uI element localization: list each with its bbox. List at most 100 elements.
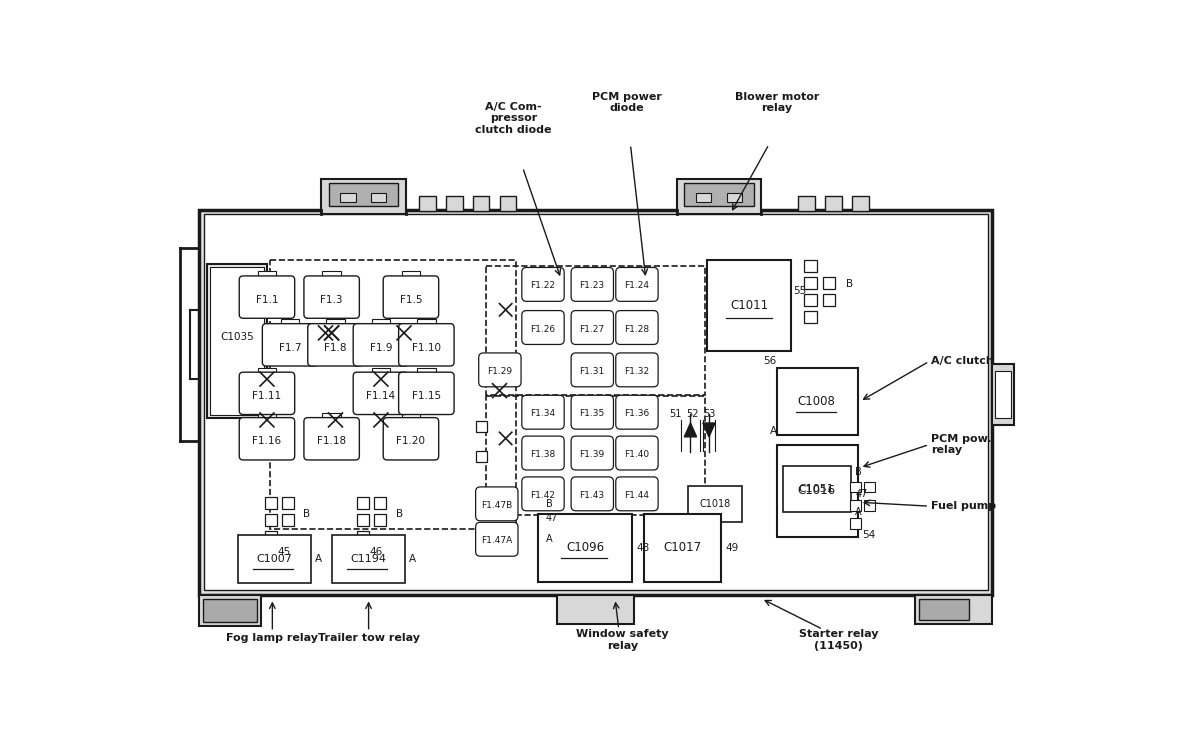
Text: F1.24: F1.24 [624,282,649,291]
Text: F1.34: F1.34 [530,410,556,418]
Bar [804,260,817,272]
Bar [402,271,420,277]
Polygon shape [703,423,715,437]
Bar [329,183,398,206]
FancyBboxPatch shape [571,477,613,511]
Text: Fuel pump: Fuel pump [931,501,996,511]
Bar [776,367,858,435]
Bar [852,196,869,212]
Bar [418,319,436,325]
Text: 53: 53 [703,409,715,419]
Bar [804,310,817,323]
Bar [826,196,842,212]
Bar [323,271,341,277]
Text: C1011: C1011 [730,299,768,312]
FancyBboxPatch shape [239,418,295,460]
FancyBboxPatch shape [398,372,454,415]
FancyBboxPatch shape [616,395,658,429]
Bar [258,413,276,419]
Bar [992,364,1014,425]
Text: PCM pow.
relay: PCM pow. relay [931,434,991,456]
Bar [206,264,266,418]
Polygon shape [684,423,697,437]
FancyBboxPatch shape [571,353,613,387]
Text: A: A [546,535,552,544]
Text: 52: 52 [685,409,698,419]
Text: 56: 56 [763,356,776,367]
FancyBboxPatch shape [522,395,564,429]
FancyBboxPatch shape [616,310,658,344]
Bar [445,196,462,212]
Text: C1018: C1018 [700,498,731,509]
Text: A: A [769,425,776,436]
Text: 46: 46 [370,547,383,557]
FancyBboxPatch shape [571,310,613,344]
Bar [864,500,875,511]
Text: A/C clutch: A/C clutch [931,356,994,367]
Bar [265,531,277,543]
Bar [798,196,815,212]
Text: 51: 51 [668,409,682,419]
Bar [486,266,706,395]
Text: B: B [304,509,311,519]
Text: F1.8: F1.8 [324,343,347,352]
FancyBboxPatch shape [522,310,564,344]
Bar [258,367,276,373]
Bar [203,599,257,622]
Bar [265,497,277,509]
Bar [199,209,992,595]
Text: 45: 45 [277,547,290,557]
FancyBboxPatch shape [522,267,564,301]
Bar [995,371,1010,418]
Text: 55: 55 [793,285,806,296]
FancyBboxPatch shape [571,395,613,429]
Text: B: B [846,279,853,289]
FancyBboxPatch shape [353,372,409,415]
Bar [270,260,516,529]
Text: F1.42: F1.42 [530,491,556,500]
Text: F1.43: F1.43 [580,491,605,500]
Bar [374,514,386,526]
FancyBboxPatch shape [479,353,521,387]
Bar [326,319,344,325]
Bar [372,367,390,373]
Bar [696,193,712,202]
Bar [708,260,791,351]
Bar [372,319,390,325]
Text: F1.40: F1.40 [624,450,649,459]
FancyBboxPatch shape [522,477,564,511]
FancyBboxPatch shape [522,436,564,470]
Text: B: B [856,468,862,477]
Text: F1.3: F1.3 [320,295,343,305]
Text: C1007: C1007 [256,554,292,564]
Text: F1.7: F1.7 [278,343,301,352]
FancyBboxPatch shape [571,267,613,301]
Text: C1051: C1051 [799,484,835,494]
Text: F1.39: F1.39 [580,450,605,459]
Text: A/C Com-
pressor
clutch diode: A/C Com- pressor clutch diode [475,102,552,135]
Text: Trailer tow relay: Trailer tow relay [318,633,420,643]
Text: F1.26: F1.26 [530,325,556,334]
Text: F1.44: F1.44 [624,491,649,500]
FancyBboxPatch shape [571,436,613,470]
FancyBboxPatch shape [239,276,295,319]
Bar [358,531,370,543]
Bar [418,367,436,373]
Text: 48: 48 [636,543,650,553]
Text: F1.18: F1.18 [317,437,347,447]
Bar [644,514,721,581]
Text: C1008: C1008 [798,395,835,408]
Bar [199,595,260,626]
Text: F1.29: F1.29 [487,367,512,376]
Bar [476,451,487,462]
FancyBboxPatch shape [304,276,359,319]
FancyBboxPatch shape [475,487,518,521]
Text: B: B [546,498,552,509]
Bar [688,486,742,522]
Text: A: A [856,508,862,517]
Text: 47: 47 [856,489,868,498]
Bar [684,183,754,206]
Text: F1.5: F1.5 [400,295,422,305]
Bar [557,595,635,624]
Bar [823,276,835,289]
